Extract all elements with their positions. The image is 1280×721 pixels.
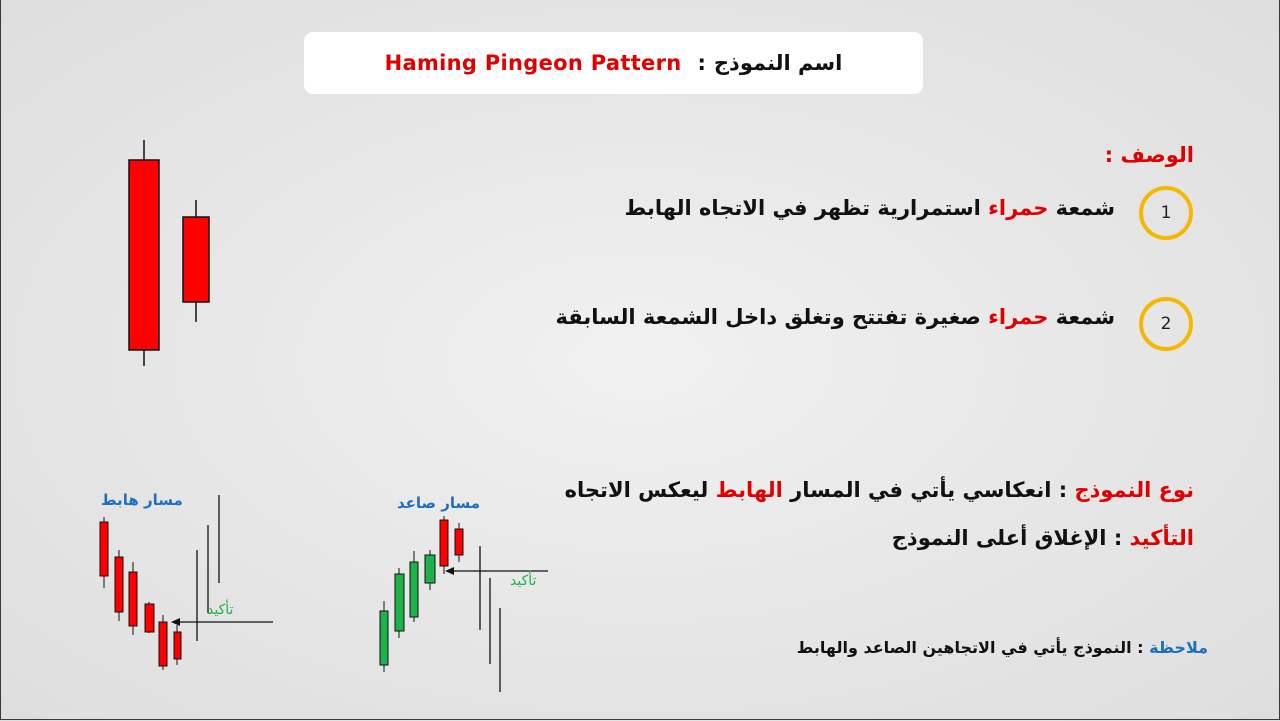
downtrend-candles-diagram — [99, 495, 273, 670]
description-label: الوصف : — [1104, 143, 1194, 167]
note: ملاحظة : النموذج يأتي في الاتجاهين الصاع… — [796, 638, 1208, 657]
title-box: اسم النموذج : Haming Pingeon Pattern — [304, 32, 923, 94]
pattern-type: نوع النموذج : انعكاسي يأتي في المسار اله… — [564, 478, 1194, 502]
two-red-candlesticks-icon — [128, 140, 210, 366]
downtrend-label: مسار هابط — [101, 491, 183, 509]
title-separator: : — [697, 51, 706, 75]
description-item-2: شمعة حمراء صغيرة تفتتح وتغلق داخل الشمعة… — [555, 305, 1115, 329]
title-arabic-label: اسم النموذج — [713, 51, 843, 75]
description-item-1: شمعة حمراء استمرارية تظهر في الاتجاه اله… — [624, 196, 1116, 220]
uptrend-confirmation-label: تأكيد — [510, 573, 537, 589]
item-number-2: 2 — [1139, 297, 1193, 351]
confirmation: التأكيد : الإغلاق أعلى النموذج — [891, 526, 1194, 550]
pattern-name: Haming Pingeon Pattern — [384, 51, 682, 75]
uptrend-label: مسار صاعد — [397, 494, 481, 512]
item-number-1: 1 — [1139, 186, 1193, 240]
downtrend-confirmation-label: تأكيد — [207, 602, 234, 618]
uptrend-candles-diagram — [379, 516, 548, 692]
